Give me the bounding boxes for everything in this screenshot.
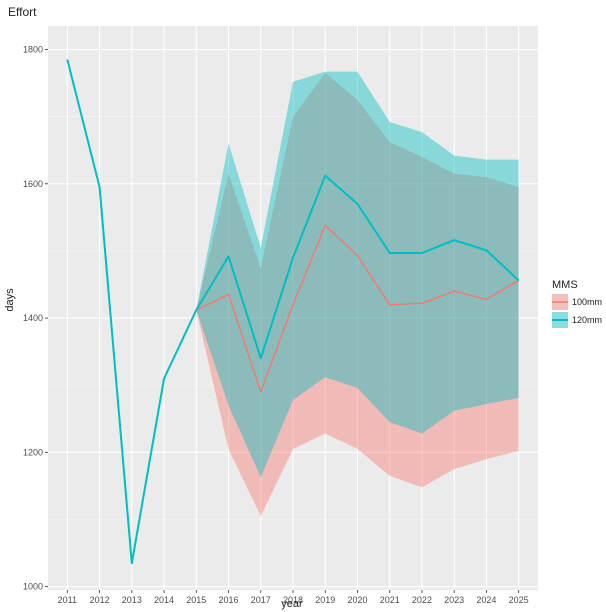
y-axis-title: days xyxy=(4,288,16,312)
x-tick-label: 2025 xyxy=(509,595,529,605)
x-tick-label: 2022 xyxy=(412,595,432,605)
x-axis-title: year xyxy=(281,598,303,610)
y-axis-ticks: 1000 1200 1400 1600 1800 xyxy=(23,45,48,592)
y-tick-label: 1200 xyxy=(23,447,43,457)
y-tick-label: 1400 xyxy=(23,313,43,323)
chart-title: Effort xyxy=(8,5,37,19)
ribbon-100mm xyxy=(67,59,519,564)
x-tick-label: 2012 xyxy=(90,595,110,605)
y-tick-label: 1800 xyxy=(23,45,43,55)
y-tick-label: 1000 xyxy=(23,582,43,592)
ribbon-120mm xyxy=(67,59,519,564)
grid-major xyxy=(48,26,538,590)
x-tick-label: 2011 xyxy=(58,595,77,605)
x-tick-label: 2020 xyxy=(347,595,367,605)
x-axis-ticks: 2011 2012 2013 2014 2015 2016 2017 2018 2019 2020… xyxy=(58,590,529,605)
x-tick-label: 2014 xyxy=(154,595,174,605)
series-lines xyxy=(66,59,520,565)
x-tick-label: 2017 xyxy=(251,595,271,605)
legend-label-100mm: 100mm xyxy=(572,297,602,307)
series-line-120mm xyxy=(66,59,520,565)
x-tick-label: 2024 xyxy=(476,595,496,605)
x-tick-label: 2016 xyxy=(219,595,239,605)
x-tick-label: 2023 xyxy=(444,595,464,605)
x-tick-label: 2021 xyxy=(380,595,400,605)
x-tick-label: 2019 xyxy=(315,595,335,605)
y-tick-label: 1600 xyxy=(23,179,43,189)
x-tick-label: 2015 xyxy=(186,595,206,605)
x-tick-label: 2018 xyxy=(283,595,303,605)
legend-label-120mm: 120mm xyxy=(572,315,602,325)
legend: MMS 100mm 120mm xyxy=(552,279,602,328)
confidence-ribbons xyxy=(67,59,519,564)
legend-title: MMS xyxy=(552,279,578,291)
x-tick-label: 2013 xyxy=(122,595,142,605)
